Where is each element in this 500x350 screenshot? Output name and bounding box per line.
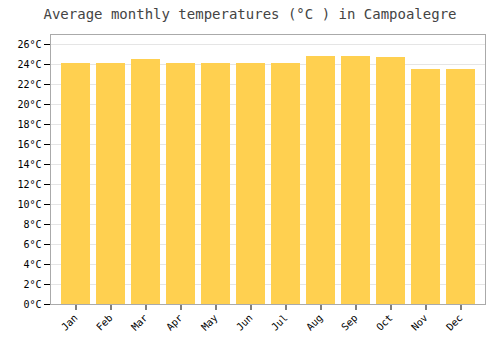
svg-text:Jun: Jun [234,312,255,333]
svg-text:Sep: Sep [339,312,360,333]
svg-text:Dec: Dec [444,312,465,333]
svg-text:4°C: 4°C [23,259,41,270]
html-text:Average monthly temperatures (: Average monthly temperatures (°C ) in Ca… [43,6,457,22]
svg-text:14°C: 14°C [17,159,41,170]
svg-text:18°C: 18°C [17,119,41,130]
svg-text:Mar: Mar [129,312,150,333]
svg-text:10°C: 10°C [17,199,41,210]
svg-text:2°C: 2°C [23,279,41,290]
svg-text:May: May [199,312,220,333]
svg-text:24°C: 24°C [17,59,41,70]
svg-text:Jan: Jan [59,312,80,333]
svg-text:16°C: 16°C [17,139,41,150]
svg-text:26°C: 26°C [17,39,41,50]
svg-text:8°C: 8°C [23,219,41,230]
svg-text:22°C: 22°C [17,79,41,90]
svg-text:Apr: Apr [164,312,185,333]
svg-text:0°C: 0°C [23,299,41,310]
svg-text:Jul: Jul [269,312,290,333]
svg-text:Oct: Oct [374,312,395,333]
svg-text:Feb: Feb [94,312,115,333]
svg-text:12°C: 12°C [17,179,41,190]
svg-text:Nov: Nov [409,312,430,333]
svg-text:20°C: 20°C [17,99,41,110]
svg-text:Aug: Aug [304,312,325,333]
svg-text:6°C: 6°C [23,239,41,250]
